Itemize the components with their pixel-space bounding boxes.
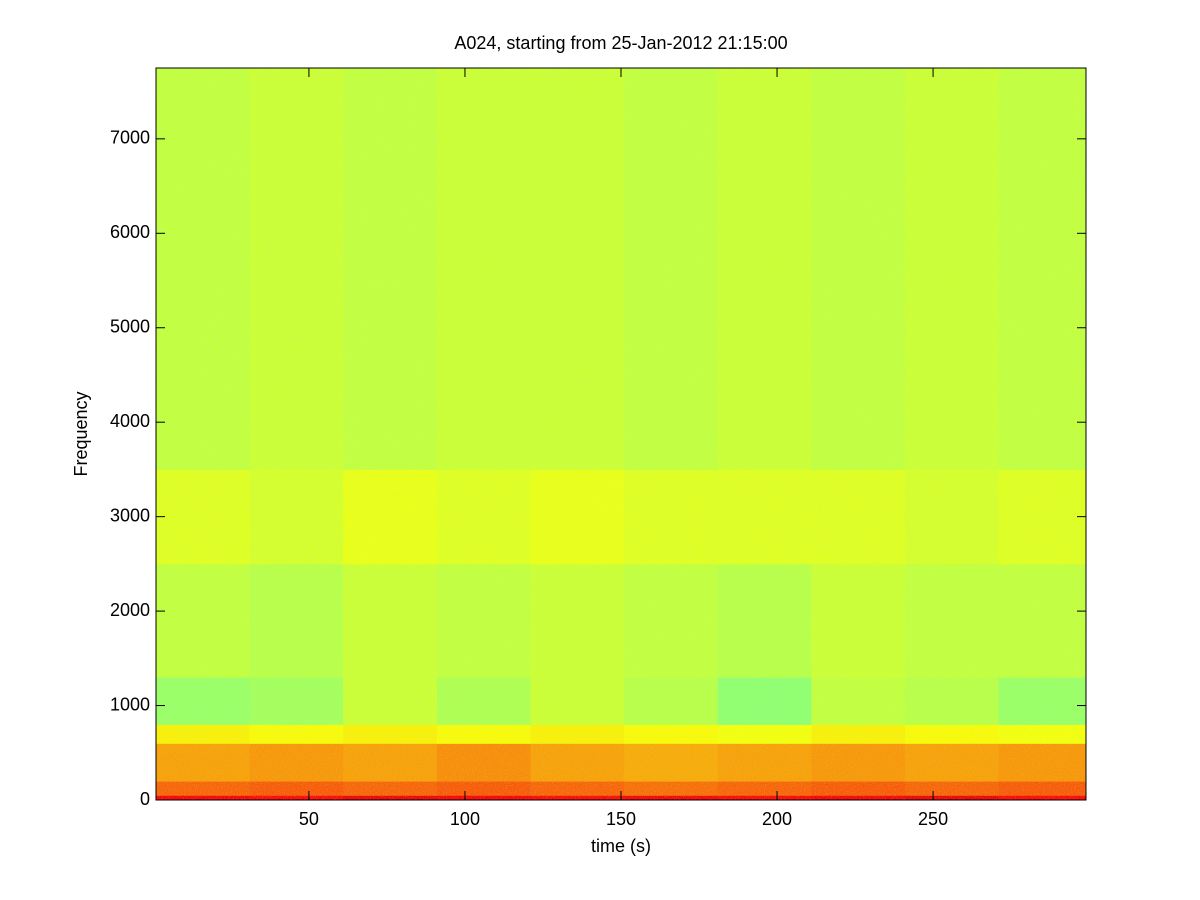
chart-title: A024, starting from 25-Jan-2012 21:15:00: [454, 33, 787, 53]
y-axis-label: Frequency: [71, 391, 91, 476]
plot-frame: [155, 67, 1087, 801]
x-tick-label: 250: [918, 809, 948, 829]
y-tick-label: 2000: [110, 600, 150, 620]
x-axis-label: time (s): [591, 836, 651, 856]
y-tick-label: 7000: [110, 128, 150, 148]
y-tick-label: 0: [140, 789, 150, 809]
x-tick-label: 100: [450, 809, 480, 829]
x-tick-label: 50: [299, 809, 319, 829]
y-tick-label: 6000: [110, 222, 150, 242]
noise-texture: [156, 68, 1086, 800]
x-tick-label: 200: [762, 809, 792, 829]
y-tick-label: 5000: [110, 316, 150, 336]
x-tick-label: 150: [606, 809, 636, 829]
y-tick-label: 3000: [110, 505, 150, 525]
y-tick-label: 1000: [110, 694, 150, 714]
y-tick-label: 4000: [110, 411, 150, 431]
axes: 50 100 150 200 250 0 1000 2000 3000 4000 5000 6000 7…: [110, 68, 1086, 829]
